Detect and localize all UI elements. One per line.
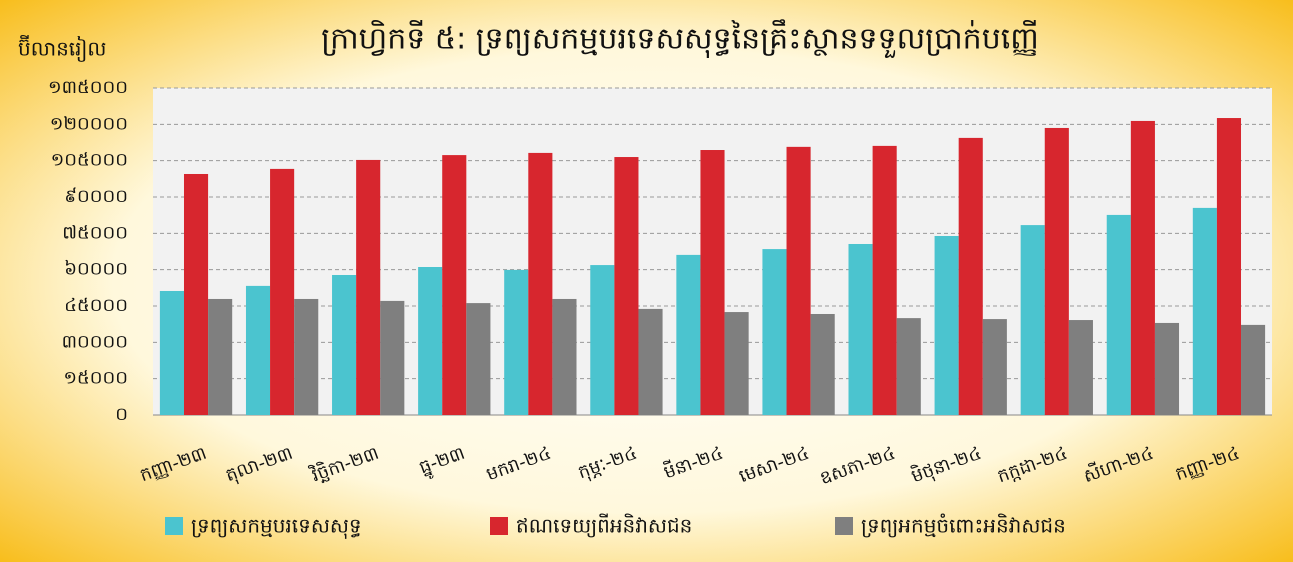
bar bbox=[810, 313, 835, 415]
y-tick-label: ១២០០០០ bbox=[50, 113, 128, 134]
bar bbox=[552, 298, 577, 415]
bar bbox=[934, 235, 959, 415]
y-tick-label: ៩០០០០ bbox=[64, 186, 128, 207]
y-tick-label: ៧៥០០០ bbox=[62, 222, 128, 243]
y-tick-label: ០ bbox=[115, 404, 128, 425]
bar bbox=[848, 243, 873, 415]
bar bbox=[208, 298, 233, 415]
bar bbox=[872, 145, 897, 415]
y-tick-label: ៤៥០០០ bbox=[64, 295, 128, 316]
bar bbox=[896, 318, 921, 415]
legend-swatch bbox=[165, 517, 183, 535]
bar bbox=[676, 254, 701, 415]
bar bbox=[245, 285, 271, 415]
bar bbox=[528, 152, 553, 415]
legend-label: ទ្រព្យសកម្មបរទេសសុទ្ធ bbox=[191, 514, 362, 540]
bar bbox=[958, 137, 983, 416]
bar bbox=[183, 173, 209, 415]
bar bbox=[982, 319, 1007, 415]
bar bbox=[332, 274, 357, 415]
legend-label: ឥណទេយ្យពីអនិវាសជន bbox=[516, 513, 692, 538]
bar bbox=[294, 298, 319, 415]
bar bbox=[270, 168, 295, 415]
y-tick-label: ១០៥០០០ bbox=[51, 150, 128, 171]
bar bbox=[786, 146, 811, 416]
bar bbox=[638, 308, 663, 415]
bar bbox=[1130, 120, 1155, 415]
bar bbox=[1044, 127, 1069, 415]
legend-swatch bbox=[835, 517, 853, 535]
bar bbox=[1241, 324, 1266, 415]
bar bbox=[1154, 322, 1180, 415]
bar bbox=[1192, 207, 1217, 415]
legend-label: ទ្រព្យអកម្មចំពោះអនិវាសជន bbox=[861, 513, 1066, 538]
y-tick-label: ១៣៥០០០ bbox=[48, 77, 128, 98]
bar bbox=[590, 265, 615, 415]
y-tick-label: ១៥០០០ bbox=[63, 368, 128, 389]
bar bbox=[380, 300, 405, 415]
bar bbox=[442, 155, 467, 415]
bar bbox=[418, 267, 443, 415]
y-tick-label: ៣០០០០ bbox=[62, 331, 128, 352]
bar bbox=[1020, 225, 1045, 415]
y-axis-label: ប៊ីលានរៀល bbox=[18, 35, 106, 63]
bar bbox=[356, 159, 381, 415]
bar bbox=[700, 150, 725, 415]
bar bbox=[1106, 214, 1131, 415]
bar bbox=[614, 157, 639, 416]
bar bbox=[724, 312, 749, 415]
bar bbox=[504, 269, 529, 415]
bar bbox=[1216, 118, 1242, 415]
bar bbox=[159, 290, 184, 415]
legend-swatch bbox=[490, 517, 508, 535]
bar bbox=[1068, 320, 1093, 415]
bar bbox=[762, 249, 787, 415]
y-tick-label: ៦០០០០ bbox=[64, 259, 128, 280]
chart-title: ក្រាហ្វិកទី ៥: ទ្រព្យសកម្មបរទេសសុទ្ធនៃគ្… bbox=[321, 19, 1039, 59]
bar bbox=[466, 303, 491, 415]
